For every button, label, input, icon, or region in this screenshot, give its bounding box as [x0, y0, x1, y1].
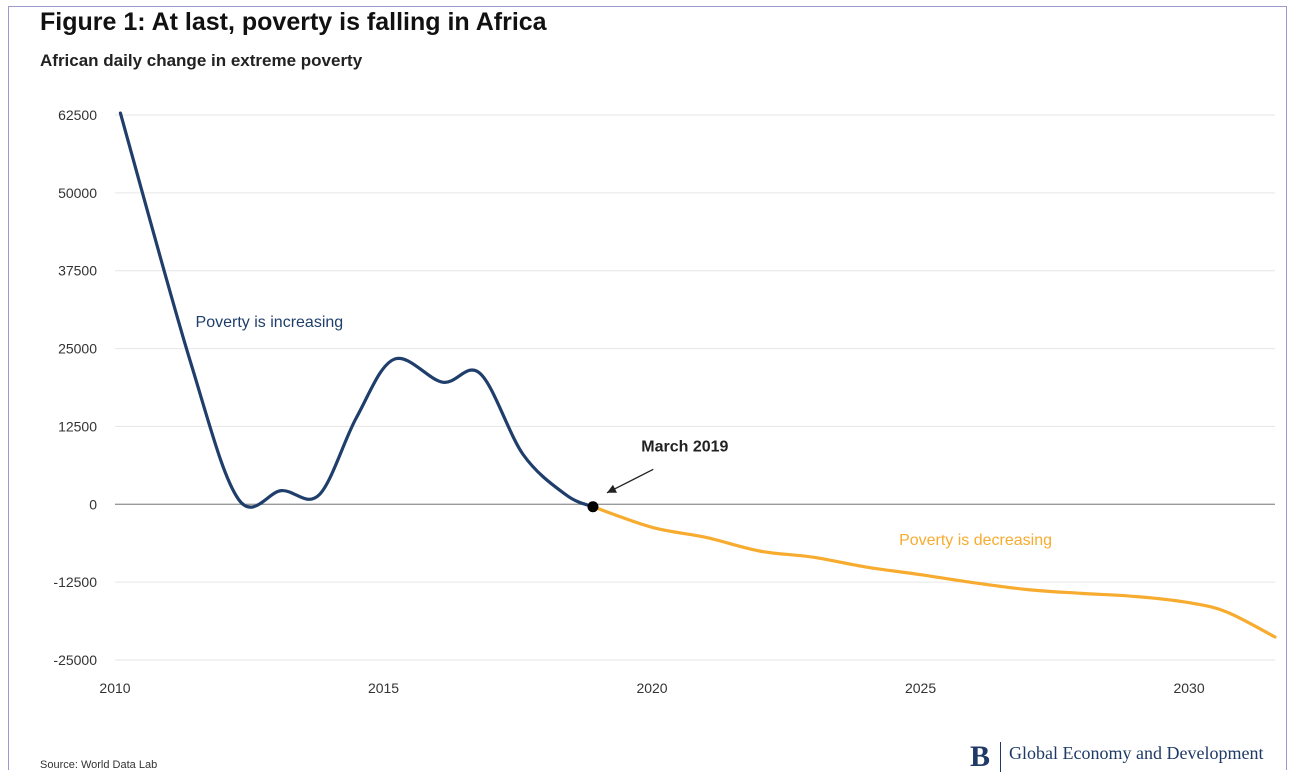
brand-mark: B [970, 742, 1002, 772]
y-tick-label: 50000 [58, 185, 97, 201]
figure-frame [8, 6, 1287, 770]
annotation-arrow-head [606, 484, 618, 493]
x-tick-label: 2030 [1173, 680, 1204, 696]
brand-name: Global Economy and Development [1009, 743, 1264, 763]
source-note: Source: World Data Lab [40, 759, 158, 771]
chart-subtitle: African daily change in extreme poverty [40, 51, 363, 70]
annotation-increasing: Poverty is increasing [196, 314, 344, 331]
series-line-decreasing [591, 505, 1277, 639]
x-tick-label: 2015 [368, 680, 399, 696]
x-tick-label: 2020 [636, 680, 667, 696]
x-tick-label: 2010 [99, 680, 130, 696]
y-tick-label: 0 [89, 496, 97, 512]
x-tick-label: 2025 [905, 680, 936, 696]
annotation-decreasing: Poverty is decreasing [899, 532, 1052, 549]
march-2019-marker [587, 501, 599, 513]
y-tick-label: 25000 [58, 341, 97, 357]
y-tick-label: -12500 [53, 574, 97, 590]
y-tick-label: 12500 [58, 418, 97, 434]
y-tick-label: -25000 [53, 652, 97, 668]
annotation-march-2019: March 2019 [641, 438, 728, 455]
series-line-increasing [118, 111, 595, 509]
chart-title: Figure 1: At last, poverty is falling in… [40, 8, 547, 36]
brand-logo: B Global Economy and Development [970, 742, 1263, 772]
y-tick-label: 37500 [58, 263, 97, 279]
y-tick-label: 62500 [58, 107, 97, 123]
